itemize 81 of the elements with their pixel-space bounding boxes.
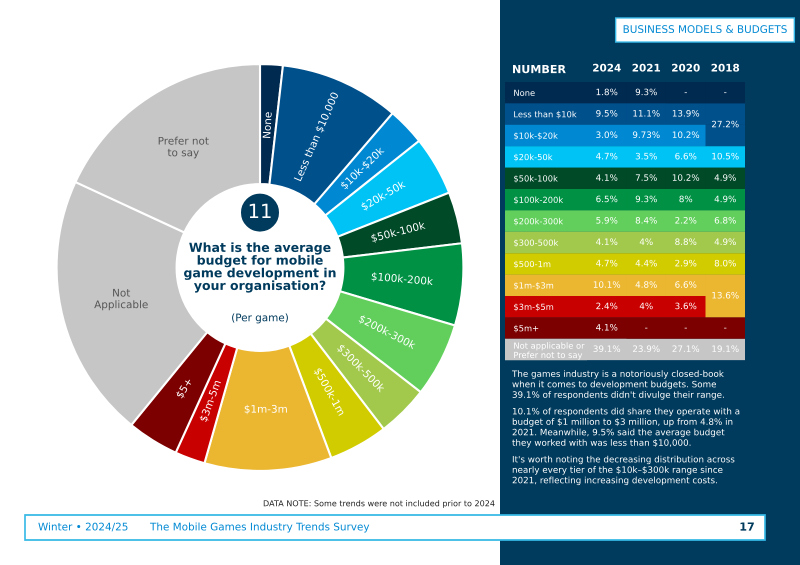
- data-label: 4.4%: [636, 260, 657, 266]
- data-label: 10.5%: [712, 152, 739, 160]
- data-label: 19.1%: [712, 345, 739, 352]
- data-label: 9.73%: [632, 131, 660, 138]
- y-tick-label: $10k-$20k: [514, 132, 558, 140]
- text: 11: [250, 204, 271, 218]
- data-label: 13.9%: [672, 110, 700, 117]
- data-label: 4%: [640, 238, 653, 246]
- data-label: 39.1%: [594, 345, 620, 352]
- data-label: 8%: [679, 196, 692, 202]
- slice-label: Not Applicable: [94, 288, 148, 310]
- data-label: 4.1%: [596, 324, 618, 331]
- text: Winter • 2024/25: [38, 522, 128, 532]
- data-label: 27.1%: [672, 345, 700, 352]
- text: (Per game): [232, 313, 288, 324]
- text: It's worth noting the decreasing distribution across nearly every tier of the $10k–$300k range since 2021, reflecting increasing development costs.: [512, 456, 734, 486]
- y-tick-label: $3m-$5m: [514, 304, 554, 312]
- data-label: 9.3%: [636, 88, 657, 96]
- slice-label: None: [262, 112, 272, 138]
- y-tick-label: Not applicable or Prefer not to say: [514, 342, 585, 360]
- text: 10.1% of respondents did share they operate with a budget of $1 million to $3 million, up from 4.8% in 2021. Meanwhile, 9.5% said the average budget they worked with was less than $10,000.: [512, 408, 740, 448]
- data-label: 7.5%: [636, 174, 657, 181]
- data-label: 10.1%: [594, 281, 620, 288]
- data-label: 10.2%: [672, 174, 700, 181]
- chart-title: BUSINESS MODELS & BUDGETS: [624, 25, 787, 34]
- x-tick-label: 2020: [672, 64, 700, 72]
- slice-label: $1m-3m: [244, 404, 287, 414]
- data-label: 6.8%: [714, 217, 736, 224]
- data-label: 8.8%: [675, 238, 696, 246]
- data-label: 4.1%: [596, 238, 618, 246]
- data-label: 8.0%: [714, 260, 736, 266]
- data-label: 8.4%: [636, 217, 657, 224]
- slice-label: $100k-200k: [371, 272, 434, 287]
- data-label: 6.6%: [675, 152, 696, 160]
- data-label: 4.1%: [596, 174, 618, 181]
- data-label: 9.5%: [596, 110, 618, 117]
- y-tick-label: $20k-50k: [514, 154, 553, 162]
- y-tick-label: $1m-$3m: [514, 282, 554, 290]
- data-label: 6.6%: [675, 281, 696, 288]
- data-label: 27.2%: [712, 120, 739, 128]
- data-label: 3.6%: [675, 302, 696, 310]
- slice-label: Prefer not to say: [158, 136, 209, 158]
- data-label: 4.9%: [714, 196, 736, 202]
- text: 17: [740, 522, 754, 531]
- data-label: 10.2%: [672, 131, 700, 138]
- text: The Mobile Games Industry Trends Survey: [150, 522, 370, 533]
- data-label: 3.0%: [596, 131, 618, 138]
- text: What is the average budget for mobile game development in your organisation?: [184, 242, 336, 293]
- y-axis-title: NUMBER: [513, 64, 566, 74]
- data-label: 4.9%: [714, 238, 736, 246]
- data-label: 2.9%: [675, 260, 696, 266]
- text: -: [724, 92, 726, 94]
- data-label: 4.8%: [636, 281, 657, 288]
- y-tick-label: $300-500k: [514, 239, 558, 247]
- y-tick-label: Less than $10k: [514, 110, 577, 118]
- data-label: 6.5%: [596, 196, 618, 202]
- data-label: 5.9%: [596, 217, 618, 224]
- x-tick-label: 2021: [632, 64, 660, 72]
- text: -: [684, 92, 687, 94]
- y-tick-label: None: [514, 90, 535, 96]
- y-tick-label: $50k-100k: [514, 175, 558, 183]
- data-label: 23.9%: [632, 345, 660, 352]
- x-tick-label: 2024: [593, 64, 621, 72]
- data-label: 1.8%: [596, 88, 618, 96]
- data-label: 9.3%: [636, 196, 657, 202]
- x-tick-label: 2018: [712, 64, 740, 72]
- data-label: 4.9%: [714, 174, 736, 181]
- y-tick-label: $5m+: [514, 324, 538, 332]
- y-tick-label: $100k-200k: [514, 196, 564, 204]
- text: DATA NOTE: Some trends were not included prior to 2024: [264, 500, 495, 508]
- data-label: 2.2%: [675, 217, 696, 224]
- data-label: 4.7%: [596, 260, 618, 266]
- y-tick-label: $500-1m: [514, 260, 550, 268]
- text: The games industry is a notoriously closed-book when it comes to development budgets. Some 39.1% of respondents didn't divulge their range.: [512, 370, 724, 400]
- data-label: 13.6%: [712, 292, 739, 299]
- data-label: 4.7%: [596, 152, 618, 160]
- data-label: 3.5%: [636, 152, 657, 160]
- data-label: 11.1%: [633, 110, 660, 117]
- y-tick-label: $200k-300k: [514, 218, 564, 226]
- data-label: 4%: [640, 302, 653, 310]
- data-label: 2.4%: [596, 302, 618, 310]
